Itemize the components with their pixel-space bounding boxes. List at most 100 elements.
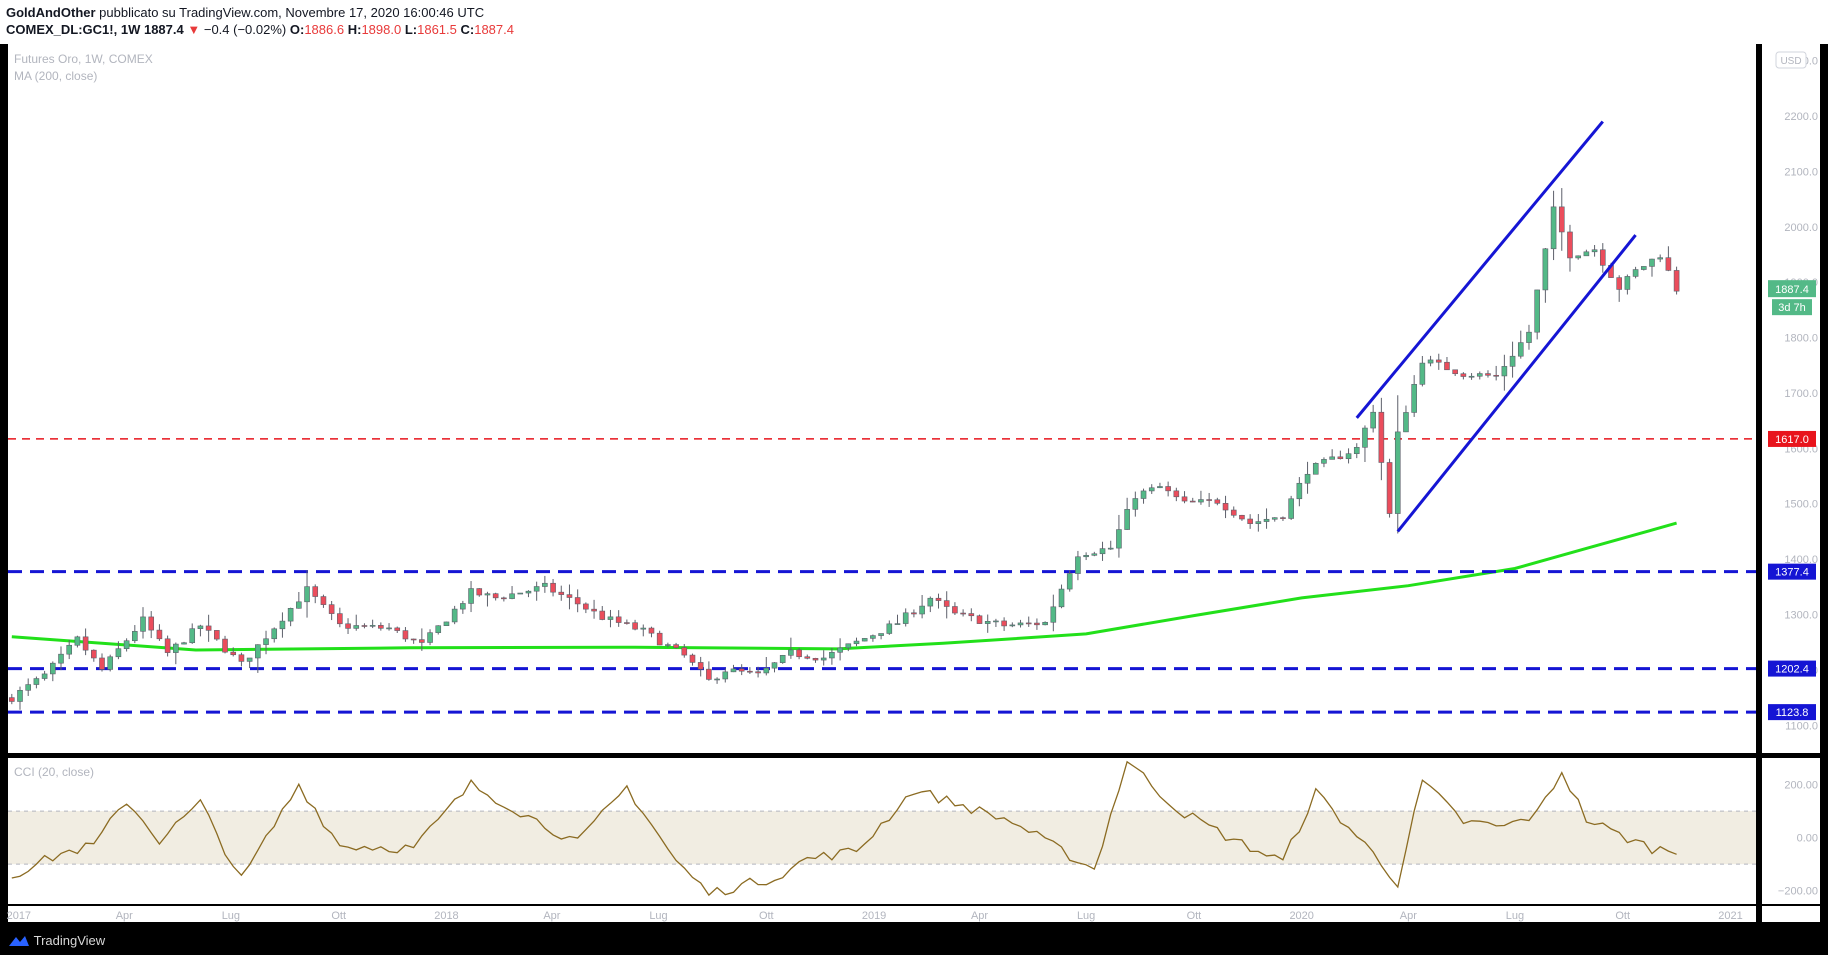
candle-body[interactable] — [1140, 490, 1147, 499]
time-axis[interactable] — [8, 906, 1756, 922]
candle-body[interactable] — [230, 651, 237, 656]
candle-body[interactable] — [566, 594, 573, 598]
candle-body[interactable] — [156, 629, 163, 640]
candle-body[interactable] — [747, 670, 753, 673]
candle-body[interactable] — [1526, 331, 1532, 343]
candle-body[interactable] — [796, 649, 802, 658]
candle-body[interactable] — [1673, 270, 1680, 292]
candle-body[interactable] — [1312, 462, 1319, 475]
candle-body[interactable] — [279, 620, 286, 630]
candle-body[interactable] — [968, 613, 975, 617]
candle-body[interactable] — [788, 649, 794, 656]
candle-body[interactable] — [8, 697, 15, 702]
candle-body[interactable] — [1214, 499, 1221, 504]
candle-body[interactable] — [312, 586, 319, 597]
candle-body[interactable] — [1107, 547, 1114, 550]
candle-body[interactable] — [1280, 517, 1286, 519]
candle-body[interactable] — [1599, 249, 1606, 266]
candle-body[interactable] — [443, 621, 450, 627]
candle-body[interactable] — [402, 630, 409, 640]
candle-body[interactable] — [812, 657, 819, 661]
candle-body[interactable] — [1329, 456, 1335, 460]
candle-body[interactable] — [1444, 361, 1450, 371]
candle-body[interactable] — [779, 655, 786, 663]
candle-body[interactable] — [17, 689, 23, 702]
candle-body[interactable] — [304, 586, 310, 603]
candle-body[interactable] — [386, 627, 392, 630]
candle-body[interactable] — [1148, 487, 1155, 492]
candle-body[interactable] — [632, 622, 638, 630]
candle-body[interactable] — [640, 627, 647, 630]
candle-body[interactable] — [271, 628, 278, 640]
candle-body[interactable] — [1632, 269, 1639, 277]
candle-body[interactable] — [1124, 509, 1130, 530]
candle-body[interactable] — [886, 623, 893, 634]
candle-body[interactable] — [1304, 473, 1311, 484]
candle-body[interactable] — [960, 612, 966, 615]
candle-body[interactable] — [197, 625, 204, 629]
candle-body[interactable] — [33, 678, 40, 685]
candle-body[interactable] — [1050, 606, 1057, 623]
candle-body[interactable] — [714, 678, 720, 681]
candle-body[interactable] — [58, 653, 64, 664]
candle-body[interactable] — [1198, 499, 1204, 503]
candle-body[interactable] — [214, 630, 220, 640]
candle-body[interactable] — [1501, 366, 1508, 377]
candle-body[interactable] — [1534, 289, 1540, 333]
candle-body[interactable] — [878, 633, 884, 636]
candle-body[interactable] — [665, 644, 671, 646]
candle-body[interactable] — [164, 638, 171, 653]
candle-body[interactable] — [394, 627, 401, 631]
candle-body[interactable] — [615, 616, 622, 623]
candle-body[interactable] — [287, 608, 294, 622]
candle-body[interactable] — [435, 625, 442, 633]
candle-body[interactable] — [1271, 517, 1278, 520]
candle-body[interactable] — [1493, 374, 1499, 377]
candle-body[interactable] — [755, 671, 761, 674]
candle-body[interactable] — [427, 632, 433, 643]
candle-body[interactable] — [853, 640, 860, 645]
candle-body[interactable] — [1649, 258, 1655, 267]
candle-body[interactable] — [205, 625, 212, 631]
candle-body[interactable] — [492, 593, 499, 599]
candle-body[interactable] — [320, 596, 327, 605]
candle-body[interactable] — [50, 662, 56, 675]
candle-body[interactable] — [697, 662, 704, 670]
candle-body[interactable] — [173, 643, 179, 653]
currency-badge[interactable] — [1775, 51, 1807, 69]
candle-body[interactable] — [107, 656, 114, 670]
channel-trend-line[interactable] — [1355, 120, 1604, 419]
candle-body[interactable] — [1222, 503, 1229, 511]
candle-body[interactable] — [1075, 556, 1081, 574]
candle-body[interactable] — [1181, 496, 1188, 502]
candle-body[interactable] — [1370, 411, 1376, 429]
candle-body[interactable] — [1132, 498, 1139, 510]
candle-body[interactable] — [99, 657, 105, 670]
candle-body[interactable] — [1427, 359, 1434, 364]
candle-body[interactable] — [607, 616, 614, 620]
candle-body[interactable] — [1157, 486, 1163, 489]
candle-body[interactable] — [148, 616, 155, 631]
cci-axis[interactable] — [1762, 758, 1820, 904]
candle-body[interactable] — [1403, 412, 1409, 433]
candle-body[interactable] — [1017, 622, 1024, 626]
candle-body[interactable] — [1485, 373, 1491, 376]
candle-body[interactable] — [804, 656, 811, 659]
candle-body[interactable] — [1542, 248, 1549, 291]
candle-body[interactable] — [41, 673, 48, 679]
candle-body[interactable] — [706, 668, 712, 680]
candle-body[interactable] — [1386, 462, 1393, 514]
candle-body[interactable] — [525, 590, 532, 594]
candle-body[interactable] — [1083, 555, 1089, 558]
candle-body[interactable] — [1230, 509, 1237, 516]
candle-body[interactable] — [984, 621, 991, 624]
candle-body[interactable] — [328, 604, 335, 614]
candle-body[interactable] — [656, 632, 663, 646]
candle-body[interactable] — [1624, 276, 1631, 290]
candle-body[interactable] — [378, 625, 384, 629]
candle-body[interactable] — [558, 591, 565, 595]
candle-body[interactable] — [1337, 456, 1344, 460]
candle-body[interactable] — [1189, 500, 1196, 503]
candle-body[interactable] — [533, 586, 540, 592]
candle-body[interactable] — [1378, 411, 1385, 463]
